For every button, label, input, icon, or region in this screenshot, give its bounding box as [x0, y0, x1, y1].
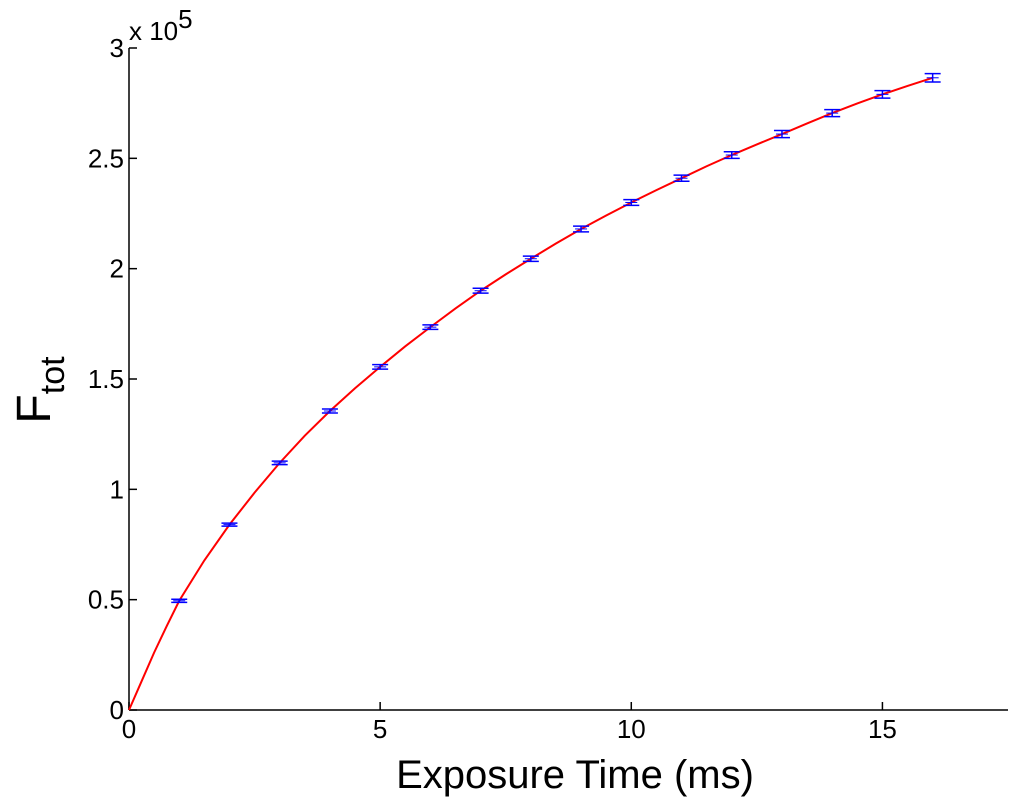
x-tick-label: 5 — [373, 714, 387, 744]
errorbar-point — [573, 225, 590, 233]
errorbar-point — [321, 408, 338, 414]
errorbar-point — [472, 287, 489, 294]
x-ticks: 0 5 10 15 — [122, 702, 897, 744]
errorbar-series — [171, 72, 941, 604]
errorbar-point — [824, 108, 841, 118]
x-tick-label: 15 — [868, 714, 897, 744]
x-tick-label: 10 — [617, 714, 646, 744]
y-tick-label: 3 — [110, 33, 124, 63]
y-ticks: 0 0.5 1 1.5 2 2.5 3 — [88, 33, 137, 725]
y-tick-label: 0.5 — [88, 585, 124, 615]
errorbar-point — [522, 255, 539, 263]
errorbar-point — [171, 598, 188, 604]
y-tick-label: 1 — [110, 474, 124, 504]
errorbar-point — [271, 460, 288, 466]
errorbar-point — [673, 174, 690, 183]
plot-area — [128, 48, 1008, 711]
y-axis-title-subscript: tot — [34, 356, 72, 394]
y-tick-label: 1.5 — [88, 364, 124, 394]
errorbar-point — [623, 198, 640, 207]
y-axis-title-main: F — [8, 394, 61, 423]
errorbar-point — [221, 522, 238, 527]
errorbar-point — [773, 129, 790, 139]
y-scale-exponent: 5 — [178, 4, 192, 34]
x-tick-label: 0 — [122, 714, 136, 744]
errorbar-point — [372, 363, 389, 370]
y-scale-exponent-note: x 105 — [129, 4, 193, 46]
errorbar-point — [422, 324, 439, 331]
y-tick-label: 2 — [110, 254, 124, 284]
errorbar-point — [874, 89, 891, 99]
errorbar-point — [924, 72, 941, 83]
fit-curve-group — [128, 76, 933, 711]
y-scale-base: x 10 — [129, 16, 178, 46]
y-axis-title: Ftot — [8, 356, 72, 424]
fit-curve — [128, 76, 933, 711]
errorbar-point — [723, 150, 740, 160]
y-tick-label: 0 — [110, 695, 124, 725]
x-axis-title: Exposure Time (ms) — [396, 753, 754, 797]
y-tick-label: 2.5 — [88, 143, 124, 173]
